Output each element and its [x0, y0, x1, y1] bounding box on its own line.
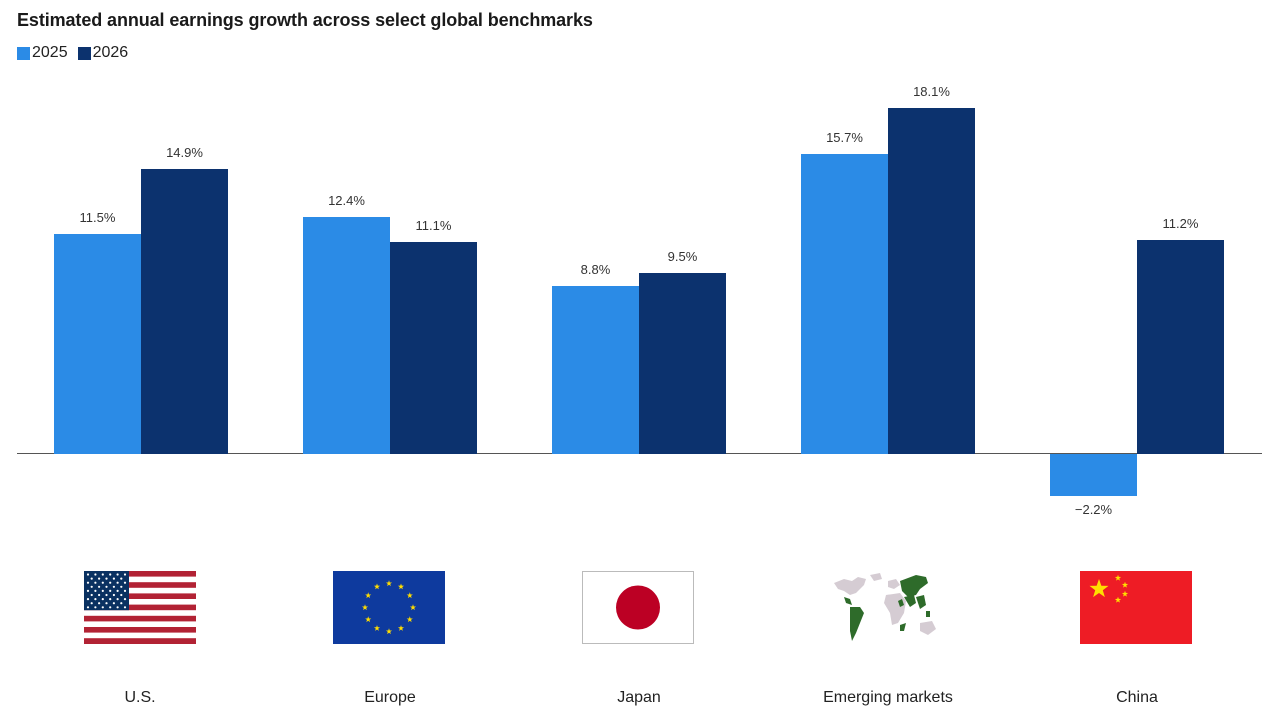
bar-japan-2026 [639, 272, 726, 454]
data-label: 11.1% [415, 217, 452, 233]
data-label: 9.5% [667, 248, 698, 264]
legend-item-2026: 2026 [77, 44, 129, 62]
category-label: U.S. [124, 689, 156, 706]
data-label: 12.4% [328, 193, 365, 209]
legend-swatch-2026 [77, 46, 91, 60]
bar-emerging-markets-2026 [888, 108, 975, 454]
category-label: Emerging markets [823, 689, 953, 706]
data-label: 15.7% [826, 130, 863, 146]
bar-europe-2025 [303, 217, 390, 454]
legend-label-2025: 2025 [32, 44, 68, 61]
data-label: 14.9% [166, 145, 203, 161]
bar-u-s--2025 [54, 234, 141, 454]
legend-swatch-2025 [17, 46, 30, 60]
legend-item-2025: 2025 [17, 44, 68, 62]
data-label: 11.5% [79, 210, 116, 226]
data-label: 8.8% [580, 261, 611, 277]
world-map-icon [834, 573, 936, 641]
data-label: −2.2% [1074, 502, 1113, 518]
data-label: 18.1% [913, 84, 950, 100]
chart-title: Estimated annual earnings growth across … [17, 10, 593, 30]
legend-label-2026: 2026 [92, 44, 129, 61]
category-label: Europe [364, 689, 416, 706]
data-label: 11.2% [1162, 216, 1199, 232]
china-flag-icon [1080, 571, 1192, 644]
eu-flag-icon [333, 571, 445, 644]
bar-u-s--2026 [141, 169, 228, 454]
bar-europe-2026 [390, 241, 477, 454]
bar-japan-2025 [552, 285, 639, 454]
bar-emerging-markets-2025 [801, 154, 888, 454]
category-label: China [1116, 689, 1158, 706]
japan-flag-icon [582, 571, 694, 644]
category-label: Japan [617, 689, 661, 706]
bar-china-2026 [1137, 240, 1224, 454]
us-flag-icon [84, 571, 196, 644]
bar-china-2025 [1050, 454, 1137, 497]
legend: 2025 2026 [17, 44, 138, 62]
